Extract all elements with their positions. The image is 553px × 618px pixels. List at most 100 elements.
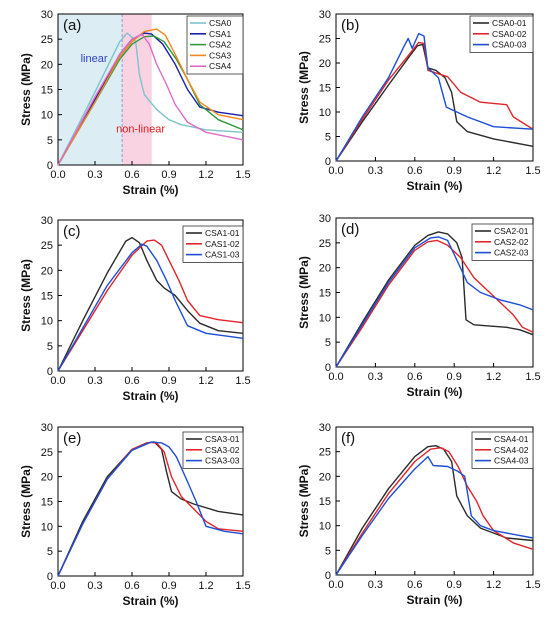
legend-entry: CSA1 xyxy=(209,29,231,39)
y-axis-label: Stress (MPa) xyxy=(19,53,33,126)
x-tick-label: 0.6 xyxy=(124,580,139,592)
y-tick-label: 15 xyxy=(319,288,331,300)
panel-b: 0.0 0.3 0.6 0.9 1.2 1.5 0 5 10 15 20 25 30 Strain (%)… xyxy=(297,9,541,193)
x-tick-label: 0.6 xyxy=(407,579,422,591)
y-tick-label: 5 xyxy=(325,337,331,349)
x-tick-label: 0.0 xyxy=(50,375,65,387)
panel-label: (a) xyxy=(63,17,81,34)
y-tick-label: 25 xyxy=(41,240,53,252)
series-line-csa4-02 xyxy=(335,447,534,576)
panel-label: (e) xyxy=(63,430,81,447)
region-label-nonlinear: non-linear xyxy=(116,123,165,135)
x-tick-label: 1.2 xyxy=(486,579,501,591)
x-tick-label: 1.2 xyxy=(486,371,501,383)
y-tick-label: 10 xyxy=(319,521,331,533)
y-tick-label: 5 xyxy=(47,546,53,558)
x-axis-label: Strain (%) xyxy=(406,593,462,607)
y-tick-label: 0 xyxy=(325,156,331,168)
y-tick-label: 25 xyxy=(319,447,331,459)
y-tick-label: 0 xyxy=(325,362,331,374)
legend-entry: CSA4-01 xyxy=(494,434,529,444)
series-line-csa3-03 xyxy=(57,441,244,577)
legend-entry: CSA2-01 xyxy=(494,226,529,236)
legend-entry: CSA0-03 xyxy=(492,40,527,50)
legend-entry: CAS1-02 xyxy=(205,239,240,249)
panel-label: (b) xyxy=(341,17,359,34)
x-tick-label: 1.5 xyxy=(235,169,250,181)
panel-e: 0.0 0.3 0.6 0.9 1.2 1.5 0 5 10 15 20 25 30 Strain (%)… xyxy=(19,422,251,608)
x-tick-label: 1.2 xyxy=(198,375,213,387)
x-tick-label: 0.3 xyxy=(368,579,383,591)
y-tick-label: 25 xyxy=(41,447,53,459)
series-line-cas1-02 xyxy=(57,239,244,372)
x-tick-label: 0.0 xyxy=(50,580,65,592)
y-tick-label: 10 xyxy=(319,312,331,324)
legend-entry: CSA4-03 xyxy=(494,456,529,466)
y-tick-label: 20 xyxy=(319,471,331,483)
series-line-csa2-01 xyxy=(335,231,534,368)
x-tick-label: 1.2 xyxy=(198,580,213,592)
x-axis-label: Strain (%) xyxy=(406,385,462,399)
legend-entry: CSA2 xyxy=(209,40,231,50)
legend-entry: CSA3-02 xyxy=(205,445,240,455)
x-tick-label: 1.2 xyxy=(198,169,213,181)
y-tick-label: 25 xyxy=(41,34,53,46)
y-axis-label: Stress (MPa) xyxy=(297,256,311,329)
y-tick-label: 30 xyxy=(319,422,331,434)
x-tick-label: 0.3 xyxy=(87,580,102,592)
x-tick-label: 1.2 xyxy=(486,165,501,177)
y-tick-label: 30 xyxy=(319,213,331,225)
x-tick-label: 0.3 xyxy=(368,165,383,177)
x-axis-label: Strain (%) xyxy=(122,183,178,197)
region-nonlinear xyxy=(122,14,152,165)
x-axis-label: Strain (%) xyxy=(406,179,462,193)
x-tick-label: 0.0 xyxy=(328,371,343,383)
series-line-cas2-03 xyxy=(335,236,534,368)
legend-entry: CSA0 xyxy=(209,18,231,28)
panel-label: (f) xyxy=(341,430,355,447)
y-axis-label: Stress (MPa) xyxy=(297,51,311,124)
x-tick-label: 0.9 xyxy=(161,169,176,181)
y-tick-label: 30 xyxy=(41,215,53,227)
series-line-csa4 xyxy=(57,33,244,166)
series-line-csa4-03 xyxy=(335,455,534,576)
region-linear xyxy=(58,14,123,165)
x-tick-label: 0.9 xyxy=(161,375,176,387)
legend-entry: CSA4-02 xyxy=(494,445,529,455)
x-tick-label: 1.5 xyxy=(235,375,250,387)
y-tick-label: 20 xyxy=(41,59,53,71)
x-tick-label: 1.5 xyxy=(525,371,540,383)
region-label-linear: linear xyxy=(81,53,108,65)
y-tick-label: 30 xyxy=(319,9,331,21)
panel-label: (d) xyxy=(341,221,359,238)
series-line-csa2 xyxy=(57,35,244,166)
series-line-csa0-01 xyxy=(335,43,534,162)
panel-d: 0.0 0.3 0.6 0.9 1.2 1.5 0 5 10 15 20 25 30 Strain (%)… xyxy=(297,213,541,399)
legend-entry: CAS2-03 xyxy=(494,248,529,258)
y-tick-label: 15 xyxy=(319,83,331,95)
y-tick-label: 20 xyxy=(319,58,331,70)
x-tick-label: 0.3 xyxy=(87,169,102,181)
x-tick-label: 0.6 xyxy=(124,375,139,387)
x-tick-label: 0.9 xyxy=(447,165,462,177)
legend-entry: CSA3 xyxy=(209,50,231,60)
y-tick-label: 20 xyxy=(41,472,53,484)
legend-entry: CSA0-02 xyxy=(492,29,527,39)
x-tick-label: 0.6 xyxy=(124,169,139,181)
legend-entry: CSA3-01 xyxy=(205,434,240,444)
x-axis-label: Strain (%) xyxy=(122,594,178,608)
y-tick-label: 25 xyxy=(319,238,331,250)
y-tick-label: 0 xyxy=(47,571,53,583)
x-tick-label: 0.3 xyxy=(87,375,102,387)
legend-entry: CAS2-02 xyxy=(494,237,529,247)
y-tick-label: 10 xyxy=(41,316,53,328)
series-line-csa1-01 xyxy=(57,236,244,372)
y-tick-label: 15 xyxy=(319,496,331,508)
x-axis-label: Strain (%) xyxy=(122,389,178,403)
y-tick-label: 10 xyxy=(41,110,53,122)
y-tick-label: 10 xyxy=(319,107,331,119)
y-axis-label: Stress (MPa) xyxy=(19,465,33,538)
y-axis-label: Stress (MPa) xyxy=(297,465,311,538)
series-line-csa0-02 xyxy=(335,41,534,162)
y-tick-label: 0 xyxy=(325,570,331,582)
